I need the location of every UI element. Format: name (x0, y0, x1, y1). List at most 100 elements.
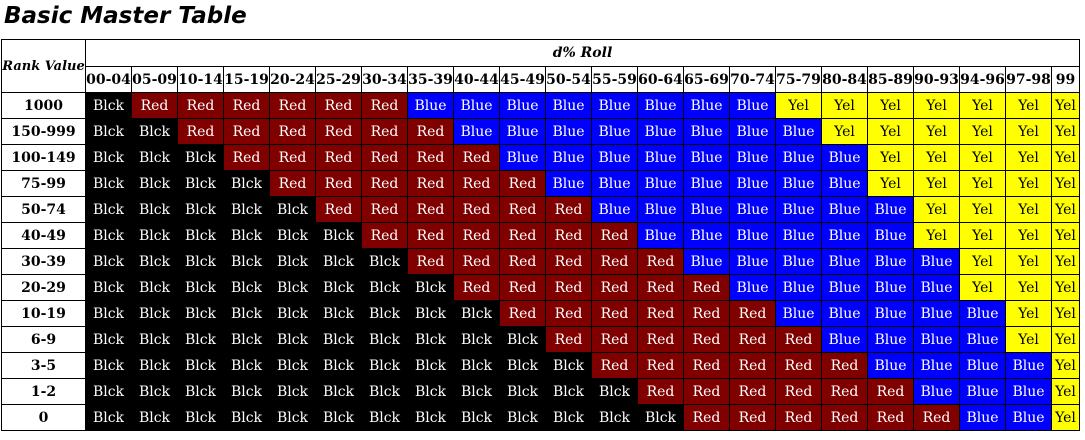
result-cell: Yel (1051, 92, 1080, 119)
result-cell: Red (407, 170, 454, 197)
result-cell: Blck (177, 326, 224, 353)
result-cell: Blue (913, 248, 960, 275)
result-cell: Blue (913, 326, 960, 353)
result-cell: Blue (499, 118, 546, 145)
result-cell: Red (591, 222, 638, 249)
result-cell: Blue (683, 118, 730, 145)
rank-value-cell: 75-99 (1, 170, 86, 197)
column-header: 99 (1051, 66, 1080, 93)
result-cell: Blck (361, 326, 408, 353)
result-cell: Blck (269, 274, 316, 301)
result-cell: Blue (453, 118, 500, 145)
table-row: 100-149 Blck Blck Blck Red Red Red Red Red Red Blu… (1, 144, 1080, 171)
result-cell: Blue (729, 144, 776, 171)
result-cell: Blue (591, 196, 638, 223)
result-cell: Blck (131, 170, 178, 197)
result-cell: Blck (361, 274, 408, 301)
result-cell: Blck (269, 196, 316, 223)
table-row: 50-74 Blck Blck Blck Blck Blck Red Red Red Red Red… (1, 196, 1080, 223)
result-cell: Blue (637, 170, 684, 197)
result-cell: Red (729, 378, 776, 405)
rank-value-cell: 20-29 (1, 274, 86, 301)
result-cell: Blck (315, 248, 362, 275)
column-header: 05-09 (131, 66, 178, 93)
result-cell: Yel (1051, 404, 1080, 431)
result-cell: Red (407, 118, 454, 145)
result-cell: Yel (1051, 300, 1080, 327)
result-cell: Blck (177, 144, 224, 171)
result-cell: Yel (913, 170, 960, 197)
column-header: 15-19 (223, 66, 270, 93)
column-header: 50-54 (545, 66, 592, 93)
result-cell: Blck (407, 326, 454, 353)
table-row: 1-2 Blck Blck Blck Blck Blck Blck Blck Blck Blck B… (1, 378, 1080, 405)
table-row: 3-5 Blck Blck Blck Blck Blck Blck Blck Blck Blck B… (1, 352, 1080, 379)
result-cell: Blck (177, 196, 224, 223)
result-cell: Red (269, 144, 316, 171)
result-cell: Blck (131, 144, 178, 171)
result-cell: Blck (177, 274, 224, 301)
result-cell: Yel (1051, 222, 1080, 249)
result-cell: Yel (1051, 170, 1080, 197)
result-cell: Blck (85, 196, 132, 223)
result-cell: Blck (453, 352, 500, 379)
result-cell: Red (775, 378, 822, 405)
rank-value-cell: 100-149 (1, 144, 86, 171)
result-cell: Red (407, 144, 454, 171)
page-title: Basic Master Table (4, 3, 247, 29)
result-cell: Yel (959, 248, 1006, 275)
column-header: 35-39 (407, 66, 454, 93)
rank-value-cell: 50-74 (1, 196, 86, 223)
result-cell: Red (545, 274, 592, 301)
result-cell: Red (315, 144, 362, 171)
result-cell: Red (545, 196, 592, 223)
result-cell: Blue (775, 248, 822, 275)
result-cell: Blck (177, 404, 224, 431)
result-cell: Blue (821, 144, 868, 171)
result-cell: Red (821, 404, 868, 431)
result-cell: Red (499, 248, 546, 275)
result-cell: Red (867, 404, 914, 431)
result-cell: Blck (453, 300, 500, 327)
result-cell: Red (177, 92, 224, 119)
result-cell: Red (453, 196, 500, 223)
result-cell: Blue (959, 378, 1006, 405)
result-cell: Yel (1005, 222, 1052, 249)
result-cell: Blue (913, 300, 960, 327)
result-cell: Red (637, 352, 684, 379)
result-cell: Red (591, 352, 638, 379)
result-cell: Blue (545, 144, 592, 171)
result-cell: Blue (591, 92, 638, 119)
result-cell: Blck (223, 378, 270, 405)
column-header: 55-59 (591, 66, 638, 93)
result-cell: Yel (775, 92, 822, 119)
result-cell: Red (591, 300, 638, 327)
result-cell: Yel (1005, 300, 1052, 327)
result-cell: Blck (131, 196, 178, 223)
result-cell: Red (407, 248, 454, 275)
master-table: Rank Value d% Roll 00-04 05-09 10-14 15-19 2… (1, 39, 1080, 431)
result-cell: Blck (85, 326, 132, 353)
result-cell: Yel (1051, 326, 1080, 353)
result-cell: Yel (1051, 196, 1080, 223)
result-cell: Blue (821, 196, 868, 223)
result-cell: Blue (729, 118, 776, 145)
rank-value-cell: 1-2 (1, 378, 86, 405)
result-cell: Yel (913, 144, 960, 171)
result-cell: Red (775, 352, 822, 379)
result-cell: Red (637, 300, 684, 327)
result-cell: Blue (775, 274, 822, 301)
result-cell: Blck (315, 404, 362, 431)
result-cell: Red (453, 222, 500, 249)
result-cell: Yel (913, 118, 960, 145)
result-cell: Blue (683, 248, 730, 275)
rank-value-cell: 30-39 (1, 248, 86, 275)
result-cell: Blue (683, 144, 730, 171)
result-cell: Yel (867, 92, 914, 119)
result-cell: Blck (545, 378, 592, 405)
result-cell: Yel (821, 118, 868, 145)
result-cell: Blue (913, 378, 960, 405)
result-cell: Blue (637, 196, 684, 223)
result-cell: Red (683, 352, 730, 379)
column-header: 45-49 (499, 66, 546, 93)
